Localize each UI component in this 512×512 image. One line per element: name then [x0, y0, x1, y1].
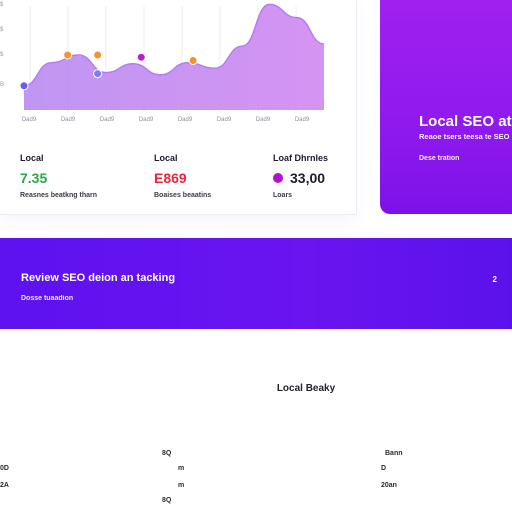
data-point-marker: [136, 52, 146, 62]
traffic-area-chart: Dad9 Dad9 Dad9 Dad9 Dad9 Dad9 Dad9 Dad9: [19, 3, 325, 123]
banner-page-indicator[interactable]: 2: [492, 275, 497, 284]
x-tick-label: Dad9: [100, 117, 115, 123]
x-tick-label: Dad9: [139, 117, 154, 123]
ranking-cell: Bann: [385, 450, 403, 457]
stat-value: 7.35: [20, 170, 48, 186]
ranking-cell: m: [178, 465, 185, 472]
banner-link[interactable]: Dosse tuaadion: [21, 295, 74, 302]
stat-local-score: Local 7.35 Reasnes beatkng tharn: [20, 153, 97, 199]
stat-label: Loaf Dhrnles: [273, 153, 329, 163]
stat-value: E869: [154, 170, 187, 186]
status-dot-icon: [273, 173, 283, 183]
stat-local-directories: Loaf Dhrnles 33,00 Loars: [273, 153, 328, 199]
ranking-cell: 20an: [381, 482, 397, 489]
stat-label: Local: [154, 153, 178, 163]
ranking-cell: 8Q: [162, 497, 172, 504]
analytics-card: $ $ $ B Dad9 Dad9 Dad9 Dad9 Dad9 Dad9 Dad9 Dad9…: [0, 0, 357, 215]
promo-link[interactable]: Dese tration: [419, 155, 460, 162]
ranking-cell: 0D: [0, 465, 9, 472]
banner-title: Review SEO deion an tacking: [21, 272, 176, 284]
stat-subtext: Reasnes beatkng tharn: [20, 192, 98, 199]
stat-label: Local: [20, 153, 44, 163]
data-point-marker: [93, 69, 103, 79]
x-tick-label: Dad9: [217, 117, 232, 123]
x-tick-label: Dad9: [22, 117, 37, 123]
ranking-title: Local Beaky: [276, 383, 336, 394]
ranking-cell: D: [381, 465, 387, 472]
stat-local-rank: Local E869 Boaises beaatins: [154, 153, 211, 199]
data-point-marker: [19, 81, 29, 91]
review-banner: Review SEO deion an tacking Dosse tuaadi…: [0, 238, 512, 329]
stat-subtext: Boaises beaatins: [154, 192, 212, 199]
ranking-cell: 2A: [0, 482, 9, 489]
y-tick-label: B: [0, 82, 5, 88]
stat-subtext: Loars: [273, 192, 293, 199]
data-point-marker: [63, 50, 73, 60]
stat-value-row: 33,00: [273, 170, 328, 186]
x-tick-label: Dad9: [295, 117, 310, 123]
promo-title: Local SEO at: [419, 113, 512, 130]
ranking-cell: m: [178, 482, 185, 489]
y-tick-label: $: [0, 27, 4, 33]
stat-value: 33,00: [290, 170, 326, 186]
x-tick-label: Dad9: [256, 117, 271, 123]
promo-card[interactable]: Local SEO at Reaoe tsers teesa te SEO De…: [380, 0, 512, 214]
x-tick-label: Dad9: [178, 117, 193, 123]
series-line: [23, 3, 325, 87]
data-point-marker: [188, 56, 198, 65]
promo-description: Reaoe tsers teesa te SEO: [419, 132, 510, 141]
data-point-marker: [93, 50, 103, 60]
series-area: [24, 4, 324, 110]
y-tick-label: $: [0, 52, 4, 58]
y-tick-label: $: [0, 2, 4, 8]
ranking-cell: 8Q: [162, 450, 172, 457]
x-tick-label: Dad9: [61, 117, 76, 123]
